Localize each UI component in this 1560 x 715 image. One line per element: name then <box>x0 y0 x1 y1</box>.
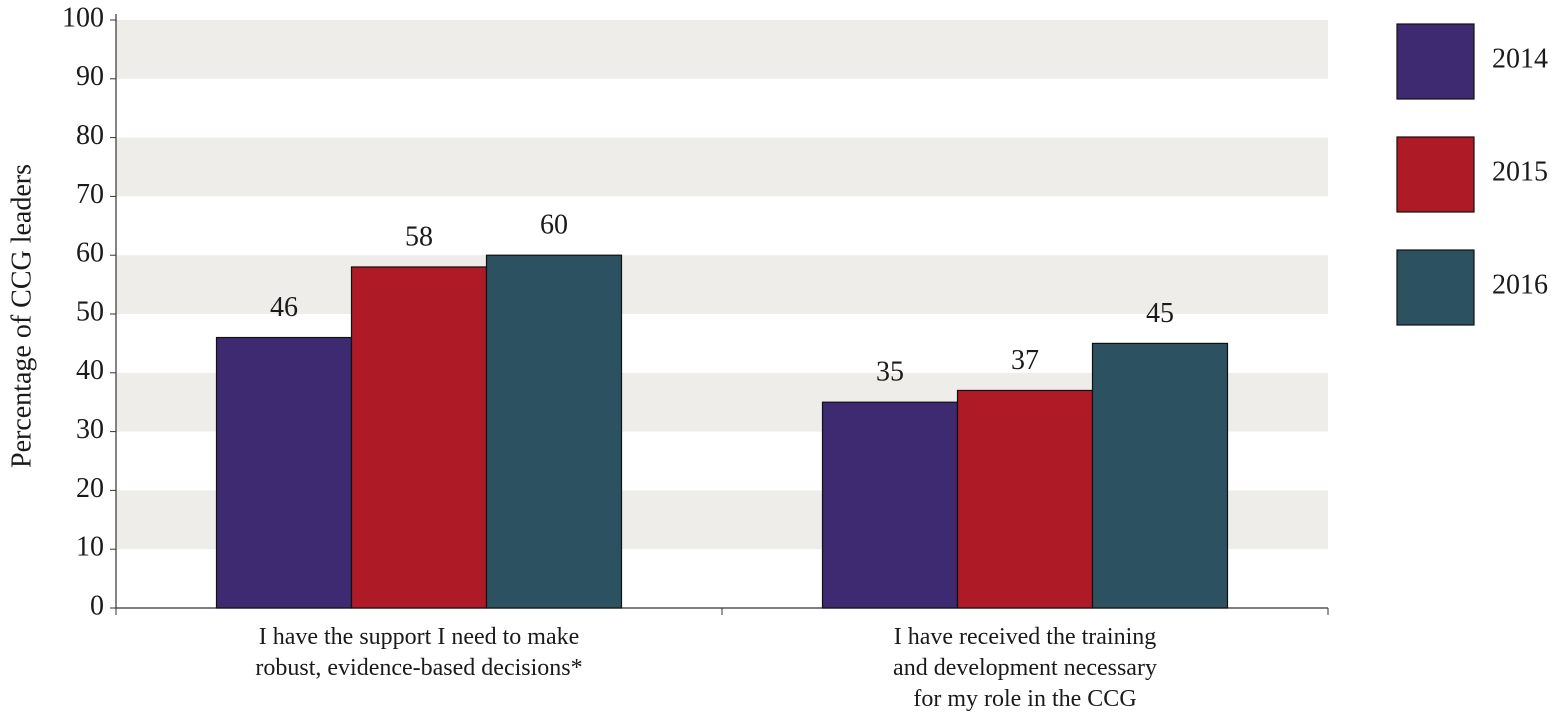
y-axis-label: Percentage of CCG leaders <box>6 164 37 468</box>
y-tick-label: 60 <box>76 238 104 269</box>
y-tick-label: 30 <box>76 414 104 445</box>
y-tick-label: 40 <box>76 355 104 386</box>
value-label: 60 <box>540 210 568 241</box>
legend-label: 2015 <box>1492 156 1548 187</box>
value-label: 46 <box>270 292 298 323</box>
y-tick-label: 10 <box>76 532 104 563</box>
grid-band <box>116 20 1328 79</box>
bar <box>215 336 353 609</box>
legend-swatch <box>1396 249 1475 326</box>
y-tick-label: 70 <box>76 179 104 210</box>
value-label: 58 <box>405 221 433 252</box>
bar <box>956 389 1094 609</box>
y-tick-label: 80 <box>76 120 104 151</box>
y-tick-label: 90 <box>76 61 104 92</box>
legend-swatch <box>1396 136 1475 213</box>
x-tick-label: I have the support I need to make robust… <box>255 624 583 681</box>
value-label: 45 <box>1146 298 1174 329</box>
value-label: 35 <box>876 357 904 388</box>
bar <box>1091 342 1229 609</box>
y-tick-label: 100 <box>62 2 104 33</box>
x-tick-label: I have received the training and develop… <box>893 624 1157 712</box>
grid-band <box>116 255 1328 314</box>
legend-swatch <box>1396 23 1475 100</box>
legend-label: 2016 <box>1492 269 1548 300</box>
y-tick-label: 0 <box>90 590 104 621</box>
value-label: 37 <box>1011 345 1039 376</box>
y-tick-label: 50 <box>76 296 104 327</box>
y-tick-label: 20 <box>76 473 104 504</box>
bar <box>350 266 488 609</box>
bar <box>485 254 623 609</box>
bar <box>821 401 959 609</box>
legend-label: 2014 <box>1492 43 1548 74</box>
grid-band <box>116 137 1328 197</box>
